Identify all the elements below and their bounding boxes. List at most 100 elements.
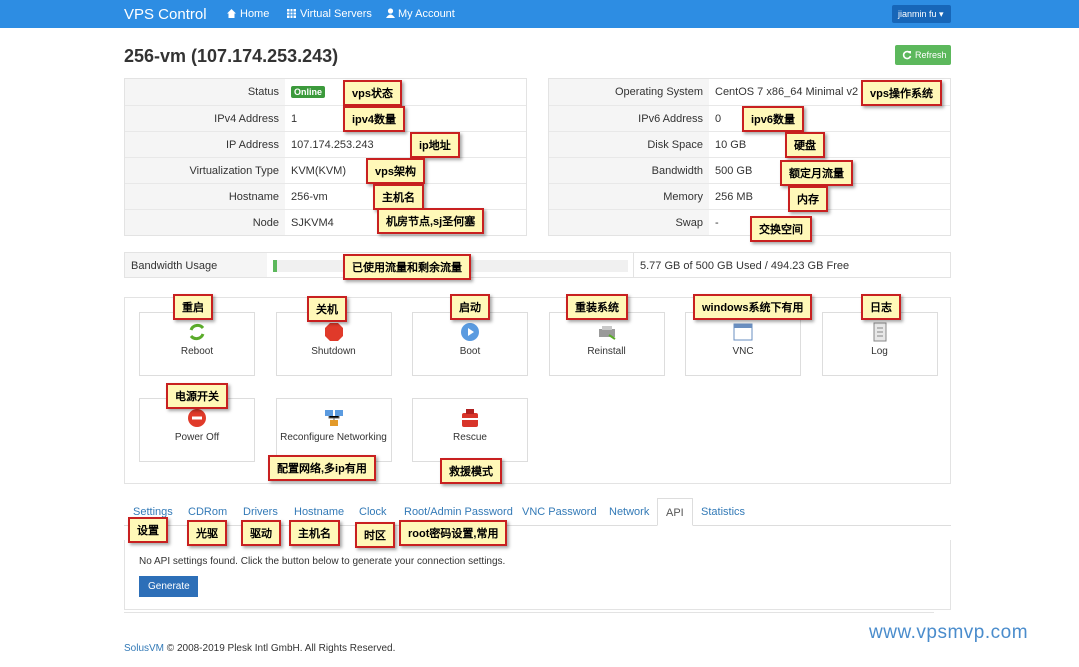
tab[interactable]: Root/Admin Password xyxy=(404,506,513,518)
annotation: 日志 xyxy=(861,294,901,320)
tab[interactable]: Statistics xyxy=(701,506,746,518)
info-value-text: CentOS 7 x86_64 Minimal v2 xyxy=(715,86,859,98)
nav-link[interactable]: Home xyxy=(240,8,270,20)
annotation: 额定月流量 xyxy=(780,160,853,186)
info-label: Status xyxy=(125,79,285,105)
api-panel xyxy=(124,540,951,610)
watermark: www.vpsmvp.com xyxy=(869,622,1029,643)
info-label: Hostname xyxy=(125,184,285,209)
tab[interactable]: VNC Password xyxy=(522,506,597,518)
bar-fill xyxy=(273,260,277,272)
action-icon xyxy=(461,323,479,341)
info-label: IPv6 Address xyxy=(549,106,709,131)
info-label: Swap xyxy=(549,210,709,235)
info-row: Operating System CentOS 7 x86_64 Minimal … xyxy=(549,79,950,105)
action-label: Reconfigure Networking xyxy=(280,432,387,443)
footer-text: © 2008-2019 Plesk Intl GmbH. All Rights … xyxy=(164,643,396,654)
generate-button[interactable]: Generate xyxy=(139,576,198,597)
navbar: VPS Control Home Virtual Servers My Acco… xyxy=(0,0,1079,28)
action-button[interactable]: Reinstall xyxy=(548,312,665,376)
home-icon xyxy=(227,9,236,18)
annotation: 光驱 xyxy=(187,520,227,546)
info-row: Status Online xyxy=(125,79,526,105)
tab[interactable]: Clock xyxy=(359,506,387,518)
annotation: 关机 xyxy=(307,296,347,322)
info-value-text: 107.174.253.243 xyxy=(291,139,374,151)
info-row: Virtualization Type KVM(KVM) xyxy=(125,157,526,183)
info-value: 107.174.253.243 xyxy=(285,132,374,157)
nav-link[interactable]: My Account xyxy=(398,8,455,20)
annotation: 驱动 xyxy=(241,520,281,546)
action-label: VNC xyxy=(732,346,754,357)
info-value-text: 10 GB xyxy=(715,139,747,151)
info-row: Disk Space 10 GB xyxy=(549,131,950,157)
tab[interactable]: Hostname xyxy=(294,506,345,518)
action-icon xyxy=(189,323,205,341)
bandwidth-label: Bandwidth Usage xyxy=(125,253,267,277)
info-value: Online xyxy=(285,79,326,105)
refresh-label: Refresh xyxy=(915,50,947,60)
action-icon xyxy=(462,409,478,427)
refresh-button[interactable]: Refresh xyxy=(895,45,951,65)
action-icon xyxy=(324,323,343,341)
action-label: Reinstall xyxy=(587,346,626,357)
info-value: 10 GB xyxy=(709,132,746,157)
info-value-text: KVM(KVM) xyxy=(291,165,346,177)
info-label: Bandwidth xyxy=(549,158,709,183)
footer-link[interactable]: SolusVM xyxy=(124,643,165,654)
tab[interactable]: CDRom xyxy=(188,506,228,518)
tab[interactable]: Drivers xyxy=(243,506,278,518)
divider xyxy=(124,612,934,613)
action-label: Power Off xyxy=(174,432,220,443)
info-value-text: 256-vm xyxy=(291,191,328,203)
server-title: 256-vm (107.174.253.243) xyxy=(124,46,339,66)
annotation: 救援模式 xyxy=(440,458,502,484)
info-label: IP Address xyxy=(125,132,285,157)
action-button[interactable]: Log xyxy=(821,312,938,376)
annotation: 时区 xyxy=(355,522,395,548)
annotation: ipv6数量 xyxy=(742,106,805,132)
info-value: 256 MB xyxy=(709,184,753,209)
action-icon xyxy=(873,322,886,342)
bandwidth-text: 5.77 GB of 500 GB Used / 494.23 GB Free xyxy=(640,260,850,272)
info-row: Node SJKVM4 xyxy=(125,209,526,235)
action-label: Boot xyxy=(459,346,481,357)
action-button[interactable]: Rescue xyxy=(412,398,528,462)
info-label: Virtualization Type xyxy=(125,158,285,183)
tab[interactable]: Settings xyxy=(133,506,173,518)
info-table-right: Operating System CentOS 7 x86_64 Minimal … xyxy=(548,78,951,236)
info-row: IPv6 Address 0 xyxy=(549,105,950,131)
info-value-text: 500 GB xyxy=(715,165,753,177)
action-button[interactable]: Reconfigure Networking xyxy=(275,398,392,462)
info-value-text: 256 MB xyxy=(715,191,753,203)
info-value: KVM(KVM) xyxy=(285,158,346,183)
action-button[interactable]: Reboot xyxy=(139,312,255,376)
info-row: IPv4 Address 1 xyxy=(125,105,526,131)
info-row: Hostname 256-vm xyxy=(125,183,526,209)
api-message: No API settings found. Click the button … xyxy=(139,556,506,567)
annotation: 主机名 xyxy=(289,520,340,546)
nav-link[interactable]: Virtual Servers xyxy=(300,8,372,20)
info-value: 0 xyxy=(709,106,721,131)
info-value: 1 xyxy=(285,106,297,131)
annotation: root密码设置,常用 xyxy=(399,520,508,546)
action-button[interactable]: VNC xyxy=(685,312,801,376)
action-icon xyxy=(324,410,343,426)
user-menu[interactable]: jianmin fu ▾ xyxy=(892,5,951,23)
info-row: IP Address 107.174.253.243 xyxy=(125,131,526,157)
tab[interactable]: API xyxy=(657,498,693,526)
info-row: Memory 256 MB xyxy=(549,183,950,209)
annotation: ip地址 xyxy=(410,132,460,158)
info-row: Bandwidth 500 GB xyxy=(549,157,950,183)
annotation: vps架构 xyxy=(366,158,425,184)
action-button[interactable]: Boot xyxy=(412,312,528,376)
tab-bar: Settings CDRom Drivers Hostname Clock Root/Ad… xyxy=(124,498,951,526)
action-icon xyxy=(188,409,206,427)
brand[interactable]: VPS Control xyxy=(124,6,207,23)
tab[interactable]: Network xyxy=(609,506,650,518)
user-name: jianmin fu xyxy=(898,9,937,19)
info-label: Memory xyxy=(549,184,709,209)
info-value: CentOS 7 x86_64 Minimal v2 xyxy=(709,79,858,105)
refresh-icon xyxy=(902,50,912,60)
